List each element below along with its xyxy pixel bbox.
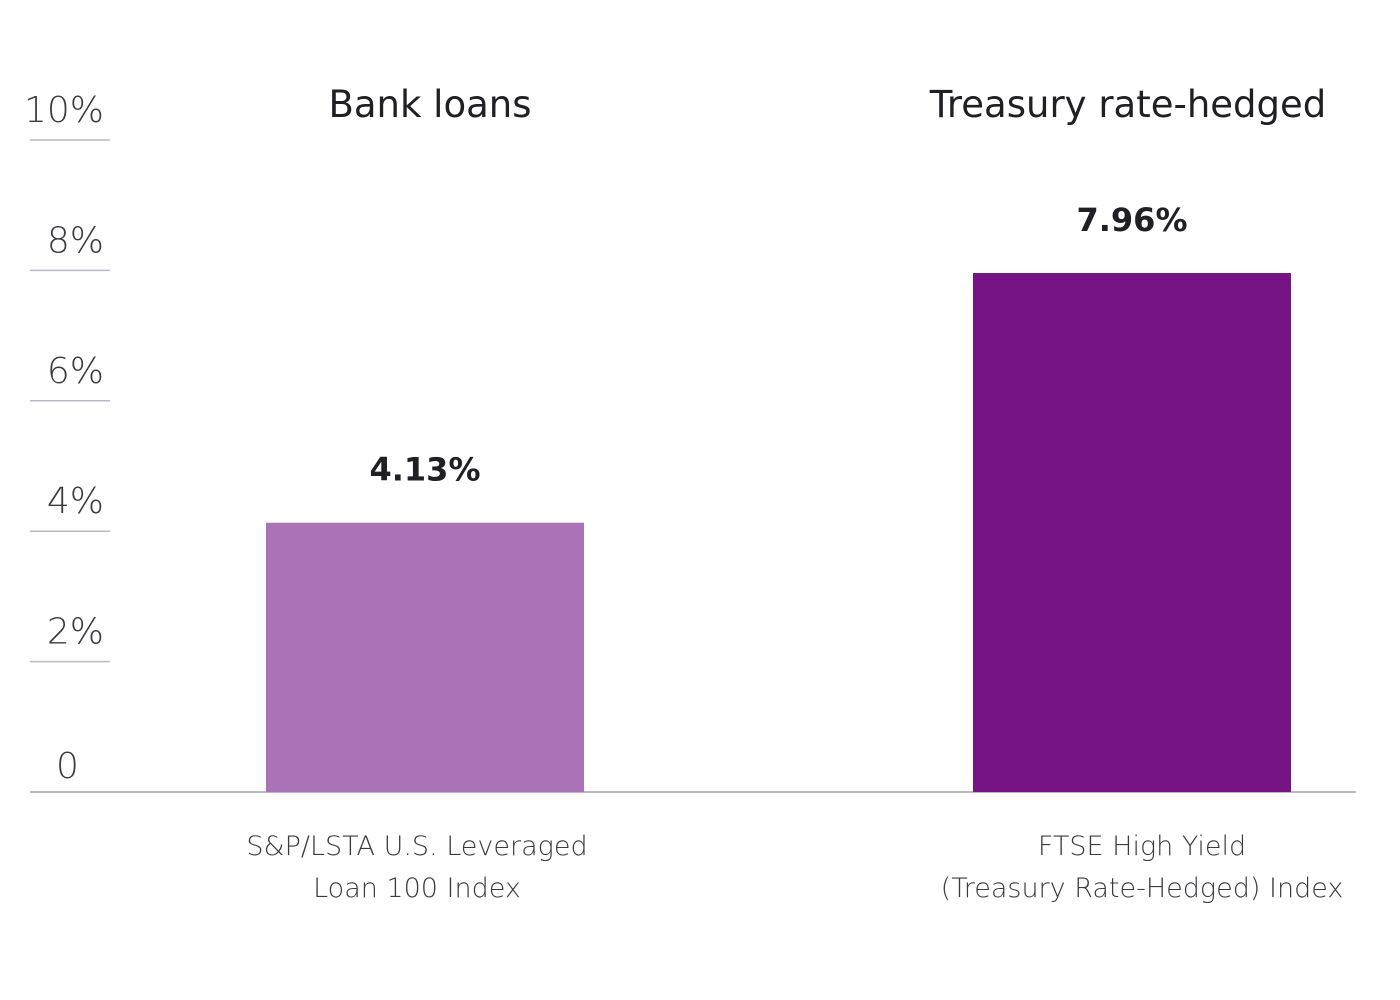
category-label-2-line-1: FTSE High Yield: [1038, 831, 1246, 862]
category-label-1-line-1: S&P/LSTA U.S. Leveraged: [246, 831, 587, 862]
y-tick-label: 6%: [47, 351, 104, 392]
group-title-2: Treasury rate-hedged: [929, 83, 1327, 126]
y-tick-label: 0: [56, 746, 79, 787]
value-label-2: 7.96%: [1076, 201, 1187, 239]
group-title-1: Bank loans: [328, 83, 531, 126]
category-label-1-line-2: Loan 100 Index: [313, 873, 521, 904]
y-tick-label: 4%: [47, 481, 104, 522]
category-labels: S&P/LSTA U.S. Leveraged Loan 100 Index FTS…: [246, 831, 1343, 904]
value-labels: 4.13% 7.96%: [369, 201, 1187, 489]
bar-1: [266, 522, 584, 792]
value-label-1: 4.13%: [369, 451, 480, 489]
bars: [266, 273, 1291, 792]
category-label-2-line-2: (Treasury Rate-Hedged) Index: [941, 873, 1344, 904]
y-tick-label: 8%: [47, 220, 104, 261]
y-axis-ticks: 0 2% 4% 6% 8% 10%: [24, 90, 104, 787]
y-tick-label: 10%: [24, 90, 104, 131]
y-tick-label: 2%: [47, 612, 104, 653]
bar-2: [973, 273, 1291, 792]
group-titles: Bank loans Treasury rate-hedged: [328, 83, 1326, 126]
